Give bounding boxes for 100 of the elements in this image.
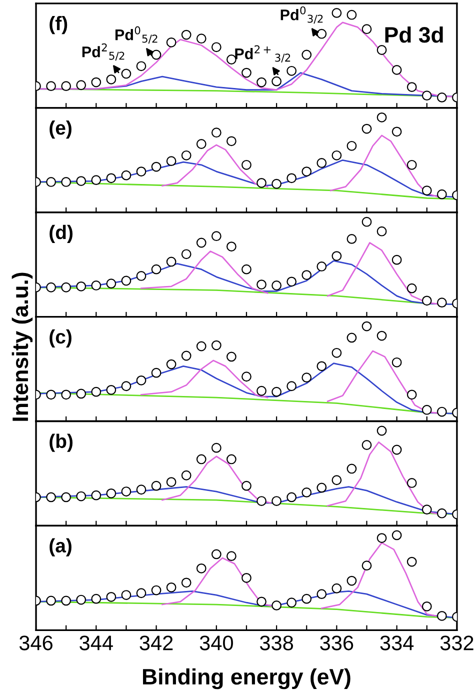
point bbox=[436, 406, 447, 417]
point bbox=[422, 186, 432, 196]
point bbox=[136, 375, 146, 386]
point bbox=[286, 66, 297, 76]
point bbox=[302, 594, 312, 604]
point bbox=[46, 596, 56, 606]
point bbox=[91, 175, 102, 186]
point bbox=[106, 384, 116, 395]
point bbox=[226, 352, 236, 362]
point bbox=[106, 173, 116, 184]
point bbox=[302, 50, 312, 60]
point bbox=[46, 492, 56, 502]
point bbox=[46, 282, 56, 292]
point bbox=[362, 216, 372, 227]
point bbox=[61, 177, 72, 187]
point bbox=[272, 386, 282, 397]
annotation: (d) bbox=[50, 224, 73, 244]
point bbox=[346, 234, 357, 244]
point bbox=[346, 464, 357, 474]
point bbox=[256, 496, 266, 506]
point bbox=[106, 488, 116, 498]
point bbox=[316, 158, 327, 168]
point bbox=[196, 341, 206, 352]
point bbox=[392, 64, 402, 75]
point bbox=[121, 590, 132, 600]
point bbox=[46, 177, 56, 187]
point bbox=[196, 454, 206, 464]
annotation: (e) bbox=[50, 120, 72, 139]
point bbox=[316, 28, 327, 39]
annotation: (a) bbox=[50, 538, 72, 556]
point bbox=[151, 162, 162, 172]
annotation: Pd 3d bbox=[385, 26, 443, 43]
point bbox=[332, 8, 342, 18]
annotation: Pd$^{0}$$_{3/2}$ bbox=[280, 6, 323, 24]
x-tick-label: 346 bbox=[19, 636, 52, 650]
point bbox=[256, 77, 266, 88]
point bbox=[166, 256, 176, 267]
point bbox=[91, 77, 102, 88]
point bbox=[302, 372, 312, 383]
point bbox=[362, 124, 372, 134]
x-axis-title: Binding energy (eV) bbox=[143, 668, 350, 690]
point bbox=[256, 178, 266, 188]
x-tick-label: 342 bbox=[140, 636, 173, 650]
point bbox=[226, 551, 236, 562]
point bbox=[316, 589, 327, 600]
annotation: (b) bbox=[50, 434, 73, 452]
point bbox=[196, 139, 206, 149]
point bbox=[272, 178, 282, 189]
point bbox=[181, 578, 192, 588]
point bbox=[316, 482, 327, 493]
point bbox=[302, 166, 312, 176]
point bbox=[332, 348, 342, 358]
point bbox=[346, 140, 357, 151]
point bbox=[91, 594, 102, 604]
point bbox=[242, 160, 252, 170]
point bbox=[392, 126, 402, 137]
point bbox=[422, 601, 432, 612]
y-axis-title: Intensity (a.u.) bbox=[12, 272, 33, 421]
point bbox=[151, 50, 162, 60]
point bbox=[226, 136, 236, 146]
point bbox=[422, 90, 432, 101]
point bbox=[166, 156, 176, 166]
point bbox=[272, 280, 282, 290]
point bbox=[106, 74, 116, 84]
point bbox=[406, 283, 417, 294]
point bbox=[196, 238, 206, 248]
x-tick-label: 340 bbox=[200, 636, 233, 650]
point bbox=[61, 596, 72, 606]
point bbox=[46, 390, 56, 400]
point bbox=[272, 496, 282, 506]
point bbox=[286, 492, 297, 502]
point bbox=[136, 271, 146, 281]
point bbox=[181, 470, 192, 480]
point bbox=[136, 484, 146, 495]
point bbox=[226, 242, 236, 252]
point bbox=[436, 298, 447, 308]
point bbox=[211, 549, 222, 560]
point bbox=[76, 176, 86, 186]
x-tick-label: 332 bbox=[440, 636, 474, 650]
point bbox=[91, 386, 102, 397]
point bbox=[316, 361, 327, 372]
point bbox=[376, 226, 387, 236]
point bbox=[121, 276, 132, 286]
point bbox=[76, 388, 86, 399]
point bbox=[272, 600, 282, 610]
point bbox=[406, 478, 417, 488]
point bbox=[422, 296, 432, 306]
annotation: (f) bbox=[50, 16, 68, 34]
point bbox=[392, 444, 402, 455]
point bbox=[302, 488, 312, 498]
point bbox=[256, 596, 266, 607]
point bbox=[91, 490, 102, 500]
point bbox=[166, 477, 176, 487]
point bbox=[106, 278, 116, 289]
point bbox=[211, 442, 222, 453]
point bbox=[436, 610, 447, 621]
annotation: Pd$^{2+}$$_{3/2}$ bbox=[235, 45, 290, 63]
point bbox=[362, 24, 372, 34]
point bbox=[181, 249, 192, 260]
point bbox=[346, 332, 357, 343]
